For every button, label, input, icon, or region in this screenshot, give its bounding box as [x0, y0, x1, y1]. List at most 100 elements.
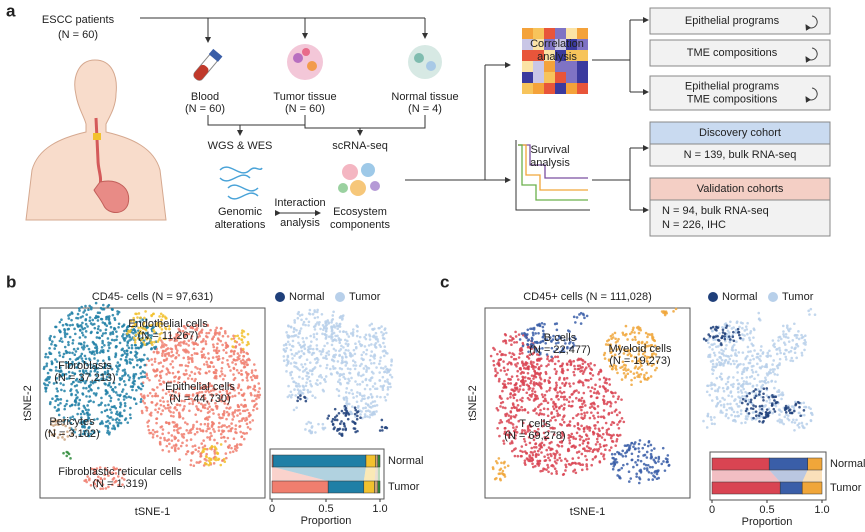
survival-label: Survival	[530, 144, 569, 156]
tissue-dot	[773, 410, 777, 413]
cell-dot	[237, 383, 241, 387]
cell-dot	[178, 387, 181, 391]
cell-dot	[182, 324, 186, 328]
cell-dot	[209, 328, 212, 332]
tissue-dot	[386, 385, 390, 389]
cell-dot	[494, 374, 498, 377]
tissue-dot	[776, 366, 780, 370]
cell-dot	[199, 409, 203, 413]
cell-dot	[146, 421, 149, 424]
cell-dot	[555, 449, 558, 453]
cell-dot	[161, 388, 165, 392]
cell-dot	[70, 403, 74, 407]
cell-dot	[524, 376, 527, 379]
cell-dot	[198, 391, 201, 394]
cell-dot	[608, 378, 611, 381]
cohort-line: N = 94, bulk RNA-seq	[662, 205, 769, 217]
cell-dot	[581, 381, 585, 385]
survival-label: analysis	[530, 157, 570, 169]
cell-dot	[253, 403, 257, 407]
cell-dot	[594, 443, 598, 446]
cell-dot	[502, 353, 505, 356]
cell-dot	[564, 342, 567, 345]
cell-dot	[186, 355, 190, 359]
cell-dot	[75, 377, 79, 381]
tissue-dot	[345, 355, 348, 359]
cell-dot	[631, 338, 634, 341]
cell-dot	[530, 342, 534, 346]
cell-dot	[146, 394, 150, 397]
cell-dot	[593, 424, 596, 427]
cell-dot	[102, 366, 106, 369]
tissue-dot	[338, 427, 342, 431]
cell-dot	[107, 373, 111, 376]
tissue-dot	[355, 394, 359, 398]
cell-dot	[611, 440, 615, 443]
cell-dot	[200, 390, 204, 394]
tissue-dot	[348, 354, 352, 357]
cell-dot	[175, 351, 179, 355]
cell-dot	[42, 367, 46, 371]
cell-dot	[580, 369, 584, 372]
cell-dot	[518, 388, 522, 391]
tissue-dot	[758, 390, 761, 393]
cell-dot	[114, 391, 118, 394]
tissue-dot	[758, 408, 762, 411]
cell-dot	[562, 415, 565, 419]
heatmap-cell	[555, 28, 566, 39]
bracket	[207, 115, 306, 126]
cell-dot	[82, 348, 85, 351]
cell-dot	[101, 341, 104, 345]
tissue-dot	[381, 375, 385, 379]
cell-dot	[257, 390, 260, 394]
cell-dot	[666, 457, 669, 461]
cell-dot	[134, 323, 138, 326]
cell-dot	[573, 461, 577, 465]
cell-dot	[106, 349, 110, 353]
cell-dot	[195, 405, 198, 408]
cell-dot	[101, 483, 105, 486]
tissue-dot	[773, 368, 776, 371]
tissue-dot	[788, 411, 792, 415]
tissue-dot	[310, 426, 314, 429]
cell-dot	[567, 436, 571, 440]
cell-dot	[495, 476, 498, 480]
cell-dot	[588, 416, 592, 420]
cell-dot	[507, 436, 511, 439]
cell-dot	[157, 362, 161, 365]
tissue-dot	[375, 395, 379, 398]
cell-dot	[532, 435, 536, 438]
cell-dot	[596, 440, 599, 444]
cell-dot	[141, 411, 144, 415]
tissue-dot	[787, 329, 791, 333]
cell-dot	[602, 457, 606, 461]
cell-dot	[520, 346, 523, 350]
tissue-dot	[330, 358, 334, 362]
cell-dot	[586, 427, 589, 430]
cell-dot	[628, 352, 631, 355]
cell-dot	[538, 447, 542, 451]
cell-dot	[89, 363, 92, 366]
tissue-dot	[349, 367, 352, 371]
cell-dot	[535, 412, 538, 415]
cell-dot	[649, 375, 653, 378]
tissue-dot	[781, 391, 784, 394]
tissue-dot	[300, 349, 304, 353]
cell-dot	[170, 434, 174, 437]
cell-dot	[526, 371, 530, 375]
bar-segment	[377, 454, 381, 468]
tissue-dot	[353, 367, 357, 371]
cell-dot	[244, 419, 247, 422]
cell-dot	[530, 459, 534, 463]
heatmap-cell	[555, 50, 566, 61]
cell-dot	[164, 317, 168, 320]
tissue-dot	[344, 411, 348, 415]
cell-dot	[120, 390, 124, 393]
cell-dot	[128, 358, 132, 361]
cell-dot	[137, 329, 140, 332]
tissue-dot	[338, 353, 341, 357]
cell-dot	[624, 364, 627, 367]
cell-dot	[516, 369, 520, 373]
cell-dot	[577, 367, 581, 371]
